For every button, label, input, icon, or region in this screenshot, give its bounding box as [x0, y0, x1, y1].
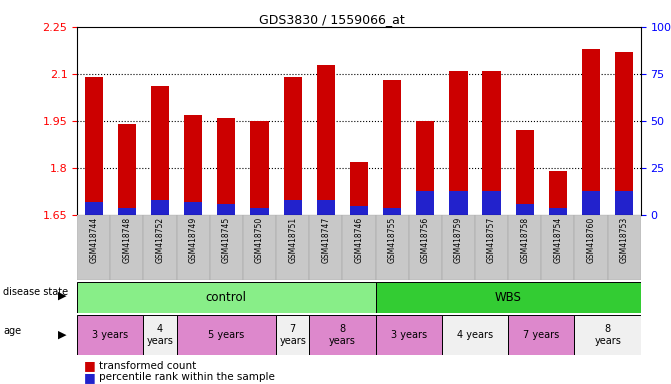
Bar — [144, 315, 176, 355]
Text: 4 years: 4 years — [457, 330, 493, 340]
Bar — [515, 204, 534, 215]
Bar — [450, 190, 468, 215]
Text: WBS: WBS — [495, 291, 521, 304]
Text: 8
years: 8 years — [329, 324, 356, 346]
Bar — [442, 215, 475, 280]
Bar — [475, 215, 508, 280]
Bar — [508, 215, 541, 280]
Text: transformed count: transformed count — [99, 361, 197, 371]
Text: ■: ■ — [84, 359, 96, 372]
Bar — [77, 282, 376, 313]
Bar — [582, 49, 600, 215]
Text: GSM418756: GSM418756 — [421, 217, 430, 263]
Bar — [383, 207, 401, 215]
Bar — [515, 130, 534, 215]
Bar — [608, 215, 641, 280]
Bar — [309, 215, 342, 280]
Bar — [276, 215, 309, 280]
Text: GSM418754: GSM418754 — [554, 217, 562, 263]
Text: age: age — [3, 326, 21, 336]
Bar — [176, 315, 276, 355]
Bar — [276, 315, 309, 355]
Bar — [151, 200, 169, 215]
Text: GSM418757: GSM418757 — [487, 217, 496, 263]
Bar — [342, 215, 376, 280]
Text: ▶: ▶ — [58, 330, 67, 340]
Bar — [317, 200, 335, 215]
Bar — [110, 215, 144, 280]
Bar — [151, 86, 169, 215]
Bar — [615, 190, 633, 215]
Bar — [77, 315, 144, 355]
Bar — [450, 71, 468, 215]
Bar — [309, 315, 376, 355]
Text: GSM418752: GSM418752 — [156, 217, 164, 263]
Text: 7
years: 7 years — [279, 324, 306, 346]
Text: GSM418760: GSM418760 — [586, 217, 596, 263]
Text: 3 years: 3 years — [92, 330, 128, 340]
Bar — [574, 215, 608, 280]
Text: GSM418759: GSM418759 — [454, 217, 463, 263]
Bar — [376, 315, 442, 355]
Text: 8
years: 8 years — [595, 324, 621, 346]
Text: GSM418747: GSM418747 — [321, 217, 330, 263]
Bar — [409, 215, 442, 280]
Text: 5 years: 5 years — [208, 330, 244, 340]
Bar — [176, 215, 210, 280]
Bar — [376, 215, 409, 280]
Bar — [217, 204, 236, 215]
Text: 4
years: 4 years — [147, 324, 174, 346]
Bar — [210, 215, 243, 280]
Bar — [383, 80, 401, 215]
Bar — [350, 205, 368, 215]
Text: GSM418746: GSM418746 — [354, 217, 364, 263]
Text: ■: ■ — [84, 371, 96, 384]
Bar — [442, 315, 508, 355]
Bar — [376, 282, 641, 313]
Bar — [284, 77, 302, 215]
Bar — [250, 207, 268, 215]
Bar — [85, 77, 103, 215]
Text: GDS3830 / 1559066_at: GDS3830 / 1559066_at — [259, 13, 405, 26]
Text: GSM418751: GSM418751 — [288, 217, 297, 263]
Bar — [482, 71, 501, 215]
Bar — [482, 190, 501, 215]
Text: GSM418745: GSM418745 — [222, 217, 231, 263]
Bar — [144, 215, 176, 280]
Bar — [250, 121, 268, 215]
Bar — [508, 315, 574, 355]
Text: GSM418750: GSM418750 — [255, 217, 264, 263]
Bar — [582, 190, 600, 215]
Text: GSM418753: GSM418753 — [620, 217, 629, 263]
Bar — [284, 200, 302, 215]
Text: GSM418749: GSM418749 — [189, 217, 198, 263]
Text: control: control — [206, 291, 247, 304]
Bar — [416, 121, 434, 215]
Text: GSM418758: GSM418758 — [520, 217, 529, 263]
Text: GSM418744: GSM418744 — [89, 217, 98, 263]
Bar — [184, 115, 203, 215]
Bar — [243, 215, 276, 280]
Bar — [574, 315, 641, 355]
Bar — [85, 202, 103, 215]
Text: ▶: ▶ — [58, 291, 67, 301]
Bar — [350, 162, 368, 215]
Bar — [416, 190, 434, 215]
Bar — [118, 124, 136, 215]
Bar — [77, 215, 110, 280]
Text: GSM418748: GSM418748 — [122, 217, 132, 263]
Text: percentile rank within the sample: percentile rank within the sample — [99, 372, 275, 382]
Bar — [549, 207, 567, 215]
Bar — [184, 202, 203, 215]
Bar — [118, 207, 136, 215]
Text: disease state: disease state — [3, 287, 68, 297]
Bar — [541, 215, 574, 280]
Text: 3 years: 3 years — [391, 330, 427, 340]
Text: GSM418755: GSM418755 — [388, 217, 397, 263]
Bar — [549, 171, 567, 215]
Bar — [615, 52, 633, 215]
Bar — [317, 65, 335, 215]
Bar — [217, 118, 236, 215]
Text: 7 years: 7 years — [523, 330, 560, 340]
